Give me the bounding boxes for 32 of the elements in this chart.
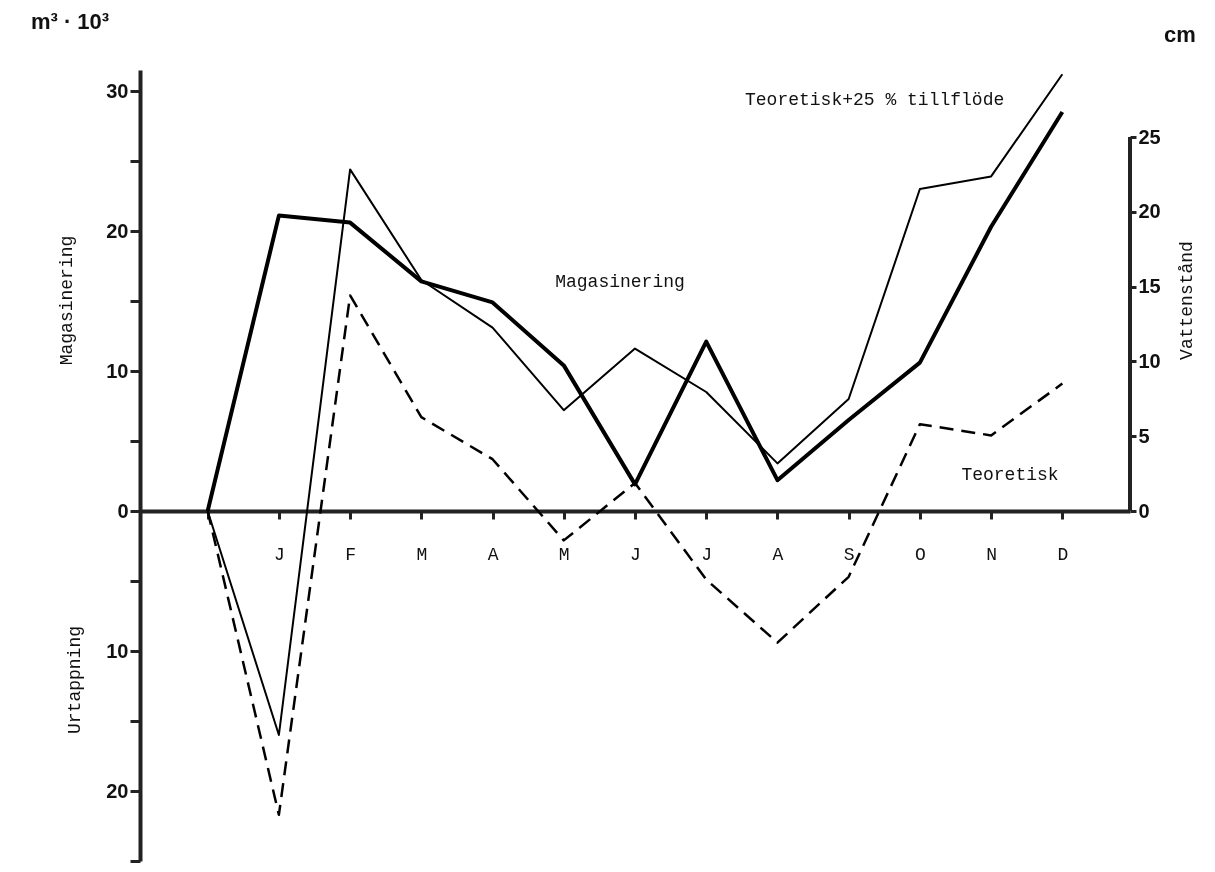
text: Urtappning <box>65 625 85 735</box>
x-tick-label: A <box>487 544 499 565</box>
series-label: Teoretisk <box>961 465 1059 485</box>
x-tick-label: D <box>1057 544 1069 565</box>
x-tick-label: S <box>843 544 855 565</box>
y-tick-label: 20 <box>106 219 129 242</box>
x-tick-label: M <box>416 544 428 565</box>
y-tick-label: 10 <box>106 639 129 662</box>
text: cm <box>1164 22 1196 47</box>
y2-tick-label: 20 <box>1138 200 1161 223</box>
y-axis-title: Magasinering <box>56 235 77 366</box>
x-tick-label: J <box>630 544 641 565</box>
x-tick-label: J <box>701 544 713 565</box>
x-tick-label: F <box>345 544 357 565</box>
y-tick-label: 0 <box>117 499 129 522</box>
series-label: Teoretisk+25 % tillflöde <box>745 90 1005 110</box>
x-tick-label: A <box>772 544 784 565</box>
y2-tick-label: 15 <box>1138 275 1161 298</box>
text: Magasinering <box>555 272 685 292</box>
y-tick-label: 20 <box>106 779 129 802</box>
x-tick-label: N <box>986 544 998 565</box>
text: m³ · 10³ <box>30 9 110 34</box>
y2-tick-label: 5 <box>1138 424 1150 447</box>
y2-tick-label: 10 <box>1138 349 1161 372</box>
x-tick-label: J <box>273 544 285 565</box>
y2-axis-title: Vattenstånd <box>1176 241 1197 360</box>
x-tick-label: M <box>558 544 570 565</box>
y2-tick-label: 25 <box>1138 125 1161 148</box>
y-tick-label: 30 <box>106 79 129 102</box>
y2-tick-label: 0 <box>1138 499 1150 522</box>
y-tick-label: 10 <box>106 359 129 382</box>
x-tick-label: O <box>914 544 926 565</box>
